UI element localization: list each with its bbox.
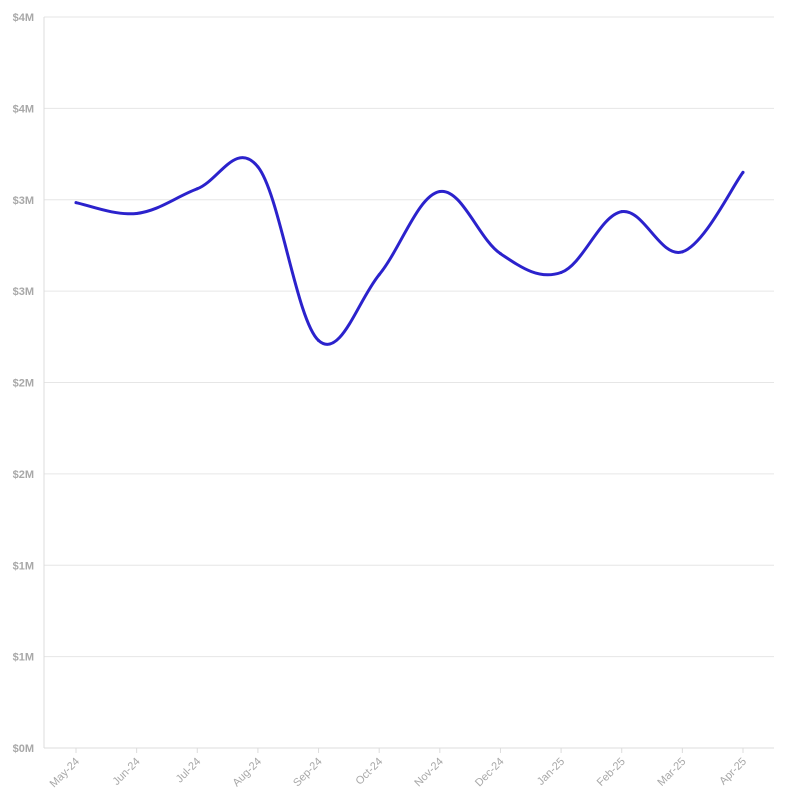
data-point [195,187,199,191]
data-point [741,170,745,174]
x-tick-label: Mar-25 [655,756,688,789]
x-tick-label: Jun-24 [110,756,142,788]
x-tick-label: May-24 [48,756,82,790]
y-tick-label: $3M [13,195,34,207]
data-point [135,211,139,215]
y-tick-label: $1M [13,652,34,664]
y-tick-label: $2M [13,469,34,481]
y-tick-label: $3M [13,286,34,298]
x-tick-label: Apr-25 [717,756,749,788]
x-tick-label: Aug-24 [230,756,264,790]
data-point [498,252,502,256]
x-tick-label: Dec-24 [473,756,507,790]
x-tick-label: Oct-24 [353,756,385,788]
y-axis-ticks: $0M $1M $1M $2M $2M $3M $3M $4M $4M [13,12,34,755]
data-point [74,201,78,205]
x-tick-label: Nov-24 [412,756,446,790]
data-point [620,210,624,214]
gridlines [44,16,774,658]
data-point [680,250,684,254]
series-layer [74,156,745,346]
x-tick-label: Jul-24 [174,756,204,786]
x-axis-ticks: May-24 Jun-24 Jul-24 Aug-24 Sep-24 Oct-24 Nov-… [48,748,749,790]
y-tick-label: $0M [13,743,34,755]
y-tick-label: $4M [13,12,34,24]
data-point [377,273,381,277]
data-point [256,165,260,169]
x-tick-label: Sep-24 [291,756,325,790]
data-point [438,190,442,194]
data-point [317,338,321,342]
x-tick-label: Jan-25 [535,756,567,788]
y-tick-label: $4M [13,103,34,115]
series-line [74,156,745,346]
data-point [559,270,563,274]
x-tick-label: Feb-25 [595,756,628,789]
y-tick-label: $1M [13,560,34,572]
y-tick-label: $2M [13,378,34,390]
